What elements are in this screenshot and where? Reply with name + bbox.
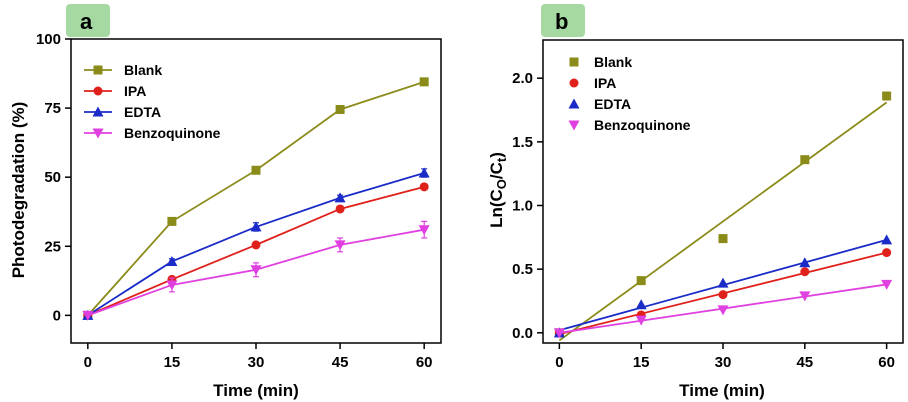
panel-a-legend-label-benzoquinone: Benzoquinone	[124, 125, 221, 141]
panel-b-data-point-blank	[882, 91, 892, 101]
panel-b-legend: Blank IPA EDTA Benzoquinone	[568, 54, 691, 133]
panel-b-fit-line-blank	[558, 101, 888, 342]
panel-b-data-point-blank	[800, 155, 810, 165]
panel-a-data-point-benzoquinone	[82, 310, 94, 321]
panel-b-x-tick-label: 0	[555, 354, 563, 371]
panel-a-label: a	[80, 9, 93, 34]
panel-b-legend-marker-ipa	[569, 78, 579, 88]
panel-b-legend-label-benzoquinone: Benzoquinone	[594, 117, 691, 133]
panel-b-legend-label-blank: Blank	[594, 54, 632, 70]
chart-panel-b: b 0 15 30 45 600.00.51.01.52.0 BlankIPAEDTAB…	[487, 4, 904, 400]
panel-b-data-point-blank	[718, 234, 728, 244]
panel-b-legend-label-edta: EDTA	[594, 96, 631, 112]
panel-b-y-axis-label: Ln(CO/Ct)	[487, 152, 509, 228]
panel-b-legend-marker-blank	[569, 57, 579, 67]
panel-a-legend-marker-ipa	[93, 86, 103, 96]
panel-a-legend-marker-blank	[93, 65, 103, 75]
panel-b-data-point-blank	[636, 276, 646, 286]
panel-a-legend-marker-benzoquinone	[92, 128, 104, 139]
panel-a-axes: 0 15 30 45 60 0 25 50 75 100	[36, 31, 433, 371]
panel-b-data-point-ipa	[718, 290, 728, 300]
panel-a-data-point-edta	[418, 167, 430, 178]
panel-a-data-point-benzoquinone	[334, 240, 346, 251]
panel-a-y-tick-label: 25	[44, 238, 61, 255]
panel-b-axes: 0 15 30 45 60 0.0 0.5 1.0 1.5 2.0	[512, 70, 895, 371]
panel-b-legend-label-ipa: IPA	[594, 75, 616, 91]
panel-a-data-point-edta	[334, 192, 346, 203]
panel-a-legend: Blank IPA EDTA Benzoquinone	[84, 62, 221, 141]
panel-b-y-tick-label: 1.0	[512, 198, 533, 215]
panel-a-y-axis-label: Photodegradation (%)	[9, 102, 28, 279]
panel-a-y-tick-label: 0	[53, 307, 61, 324]
panel-a-data-point-edta	[166, 255, 178, 266]
panel-b-data-point-benzoquinone	[553, 328, 565, 339]
panel-b-legend-marker-benzoquinone	[568, 120, 580, 131]
panel-a-data-point-blank	[167, 216, 177, 226]
panel-b-data-point-edta	[881, 234, 893, 245]
panel-a-data-point-benzoquinone	[250, 265, 262, 276]
panel-b-data-point-benzoquinone	[799, 291, 811, 302]
panel-b-badge	[541, 4, 585, 37]
panel-a-legend-label-ipa: IPA	[124, 83, 146, 99]
panel-b-data-point-benzoquinone	[881, 279, 893, 290]
panel-b-y-tick-label: 0.0	[512, 325, 533, 342]
panel-b-data-point-edta	[635, 299, 647, 310]
panel-a-legend-marker-edta	[92, 106, 104, 117]
panel-a-x-tick-label: 0	[84, 354, 92, 371]
panel-a-x-axis-label: Time (min)	[213, 381, 299, 400]
panel-a-badge	[66, 4, 110, 37]
panel-a-data-point-ipa	[335, 204, 345, 214]
panel-b-y-tick-label: 2.0	[512, 70, 533, 87]
panel-b-y-tick-label: 1.5	[512, 134, 533, 151]
panel-a-data-point-blank	[251, 165, 261, 175]
panel-b-data-point-edta	[717, 277, 729, 288]
panel-b-data-point-edta	[799, 257, 811, 268]
panel-b-data-point-ipa	[800, 267, 810, 277]
panel-a-series	[82, 77, 430, 321]
panel-a-y-tick-label: 100	[36, 31, 61, 48]
panel-a-data-point-ipa	[251, 240, 261, 250]
panel-a-y-tick-label: 50	[44, 169, 61, 186]
panel-a-data-point-blank	[419, 77, 429, 87]
panel-b-x-tick-label: 60	[878, 354, 895, 371]
panel-a-legend-label-blank: Blank	[124, 62, 162, 78]
panel-a-data-point-edta	[250, 221, 262, 232]
chart-panel-a: a 0 15 30 45 60 0 25 50 75 100 Blank IPA EDTA Benzoq…	[9, 4, 442, 400]
panel-b-data-point-benzoquinone	[635, 315, 647, 326]
panel-b-x-tick-label: 45	[796, 354, 813, 371]
panel-a-data-point-ipa	[419, 182, 429, 192]
panel-a-x-tick-label: 15	[164, 354, 181, 371]
panel-b-legend-marker-edta	[568, 98, 580, 109]
panel-a-data-point-benzoquinone	[418, 225, 430, 236]
panel-b-data-point-benzoquinone	[717, 305, 729, 316]
panel-a-x-tick-label: 30	[248, 354, 265, 371]
panel-b-x-axis-label: Time (min)	[679, 381, 765, 400]
panel-b-label: b	[555, 9, 568, 34]
panel-a-x-tick-label: 45	[332, 354, 349, 371]
panel-b-x-tick-label: 15	[633, 354, 650, 371]
panel-a-y-tick-label: 75	[44, 100, 61, 117]
panel-b-data-point-ipa	[882, 248, 892, 258]
panel-a-data-point-blank	[335, 104, 345, 114]
panel-b-y-tick-label: 0.5	[512, 261, 533, 278]
panel-b-series	[553, 91, 893, 342]
panel-a-data-point-benzoquinone	[166, 280, 178, 291]
panel-a-legend-label-edta: EDTA	[124, 104, 161, 120]
panel-b-x-tick-label: 30	[715, 354, 732, 371]
panel-a-x-tick-label: 60	[416, 354, 433, 371]
panel-a-series-line-ipa	[87, 185, 425, 317]
